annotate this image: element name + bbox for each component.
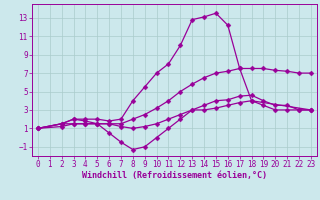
X-axis label: Windchill (Refroidissement éolien,°C): Windchill (Refroidissement éolien,°C) [82, 171, 267, 180]
